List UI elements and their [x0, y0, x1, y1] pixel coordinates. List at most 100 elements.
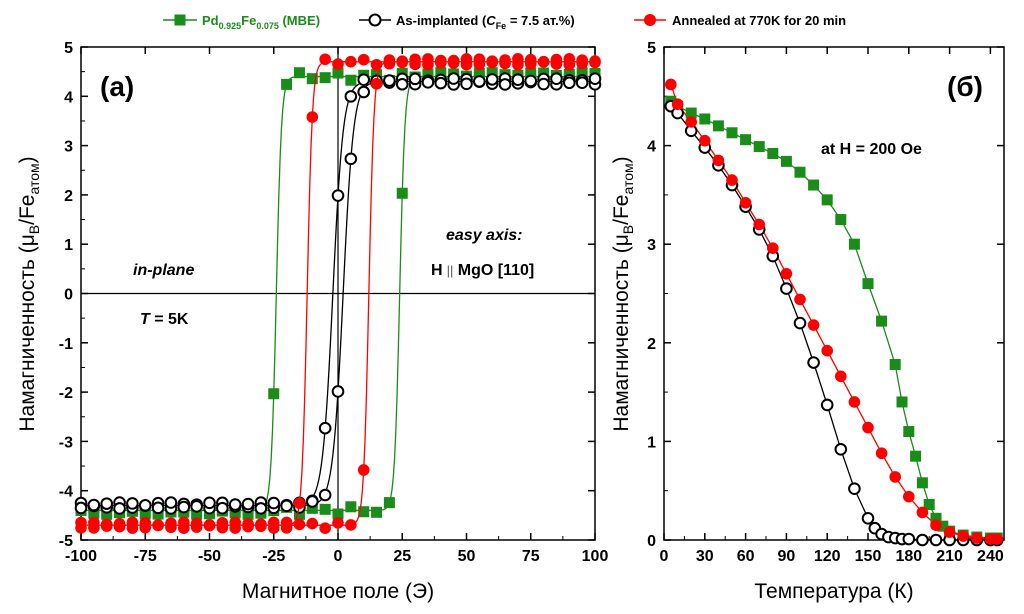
chart-a-point-annealed — [486, 56, 499, 69]
chart-a-point-annealed — [422, 58, 434, 71]
chart-a-point-as-implanted — [511, 73, 525, 86]
chart-b-ytick-label: 2 — [647, 336, 656, 353]
chart-a: -100 -75 -50 -25 0 25 50 75 100-5-4-3-2-1012345 … — [16, 40, 608, 603]
chart-b-point-annealed — [726, 174, 738, 186]
chart-a-point-annealed — [139, 521, 152, 534]
chart-a-xtick-label: 75 — [522, 548, 540, 565]
chart-b-ytick-label: 1 — [647, 434, 656, 451]
chart-a-point-annealed — [280, 522, 293, 534]
chart-a-point-annealed — [512, 53, 524, 65]
chart-a-point-as-implanted — [126, 497, 139, 510]
legend-label-annealed: Annealed at 770K for 20 min — [672, 13, 846, 28]
chart-a-xtick-label: -100 — [65, 548, 97, 565]
chart-a-point-annealed — [293, 497, 306, 510]
chart-b-point-mbe — [916, 477, 928, 489]
chart-a-point-mbe — [345, 74, 357, 86]
chart-b-xtick-label: 60 — [737, 548, 755, 565]
chart-a-ytick-label: 1 — [64, 237, 73, 254]
chart-a-point-annealed — [370, 77, 383, 90]
chart-a-point-mbe — [268, 388, 280, 400]
chart-a-point-annealed — [332, 58, 344, 70]
chart-a-ytick-label: -3 — [59, 434, 73, 451]
chart-b-xtick-label: 240 — [977, 548, 1004, 565]
chart-a-point-annealed — [88, 516, 100, 529]
chart-a-point-mbe — [345, 501, 357, 513]
chart-b-xtick-label: 30 — [696, 548, 714, 565]
chart-a-point-annealed — [100, 520, 113, 532]
chart-a-point-as-implanted — [164, 496, 178, 509]
chart-a-point-mbe — [293, 67, 305, 79]
chart-a-point-annealed — [345, 55, 357, 68]
chart-b-point-mbe — [740, 134, 752, 146]
chart-b-point-annealed — [807, 319, 820, 331]
chart-a-point-as-implanted — [190, 500, 203, 513]
chart-a-point-mbe — [525, 67, 537, 79]
chart-a-point-as-implanted — [357, 73, 371, 86]
chart-a-point-annealed — [332, 517, 344, 529]
chart-a-point-annealed — [306, 517, 319, 530]
chart-a-point-as-implanted — [434, 76, 448, 90]
chart-b-point-mbe — [937, 520, 949, 532]
chart-a-point-as-implanted — [395, 77, 409, 91]
chart-a-ytick-label: -1 — [59, 336, 73, 353]
chart-a-point-annealed — [473, 53, 486, 66]
chart-a-ylabel: Намагниченность (μB/Feатом) — [16, 156, 42, 431]
chart-a-point-as-implanted — [550, 72, 563, 85]
chart-b-point-annealed — [916, 506, 929, 519]
chart-b-point-annealed — [699, 134, 711, 147]
chart-a-point-annealed — [576, 54, 588, 66]
chart-a-point-as-implanted — [318, 488, 332, 502]
chart-a-point-annealed — [447, 54, 460, 67]
chart-a-point-mbe — [371, 506, 383, 518]
chart-a-point-annealed — [75, 522, 87, 534]
chart-a-series — [74, 53, 602, 534]
chart-a-point-mbe — [435, 67, 447, 79]
chart-a-point-mbe — [358, 506, 370, 518]
legend: Pd0.925Fe0.075 (MBE) As-implanted (CFe =… — [163, 13, 846, 31]
chart-b-ticks: 0 30 60 90 120 150 180 210 240 0 1 2 3 4 5 — [647, 40, 1004, 565]
legend-marker-as-implanted — [368, 13, 382, 27]
chart-b-point-mbe — [835, 214, 847, 226]
chart-a-point-as-implanted — [460, 77, 473, 91]
chart-b-xtick-label: 90 — [778, 548, 796, 565]
chart-a-point-annealed — [396, 56, 409, 69]
chart-a-point-annealed — [319, 53, 331, 66]
legend-item-as-implanted: As-implanted (CFe = 7.5 ат.%) — [359, 13, 575, 31]
chart-b-point-as-implanted — [820, 398, 834, 412]
chart-b-point-mbe — [821, 194, 833, 206]
chart-a-point-annealed — [357, 53, 370, 66]
chart-a-xtick-label: -25 — [262, 548, 285, 565]
chart-b-point-mbe — [896, 396, 908, 408]
chart-a-point-mbe — [319, 72, 331, 84]
chart-b-point-annealed — [671, 98, 684, 110]
chart-a-point-annealed — [152, 519, 164, 531]
chart-a-point-as-implanted — [306, 495, 319, 508]
chart-a-point-annealed — [357, 464, 370, 476]
legend-marker-annealed — [644, 14, 656, 26]
chart-a-point-as-implanted — [113, 502, 126, 515]
chart-a-panel-label: (a) — [100, 71, 134, 102]
chart-a-point-annealed — [293, 518, 306, 531]
chart-a-point-annealed — [178, 522, 190, 534]
chart-b-xtick-label: 0 — [660, 548, 669, 565]
chart-a-ticks: -100 -75 -50 -25 0 25 50 75 100 -5 -4 -3 -2 -1 0 1 2 3 4 5 — [59, 40, 609, 565]
chart-a-point-annealed — [524, 58, 537, 70]
chart-b-point-annealed — [903, 490, 915, 503]
chart-a-point-as-implanted — [216, 501, 229, 515]
chart-a-point-as-implanted — [408, 72, 422, 86]
chart-a-point-annealed — [499, 57, 511, 70]
chart-b-point-mbe — [876, 315, 888, 327]
chart-b-point-as-implanted — [780, 282, 793, 295]
chart-b-point-mbe — [794, 166, 806, 178]
chart-b-ytick-label: 5 — [647, 40, 656, 57]
chart-b-point-annealed — [930, 519, 942, 532]
chart-a-point-annealed — [255, 520, 267, 533]
chart-a-xtick-label: 50 — [458, 548, 476, 565]
chart-b-point-annealed — [835, 370, 847, 383]
chart-b-point-mbe — [699, 113, 711, 125]
chart-a-point-annealed — [229, 516, 241, 529]
chart-a-xtick-label: -50 — [198, 548, 221, 565]
chart-a-point-mbe — [191, 508, 203, 520]
chart-a-xtick-label: 100 — [582, 548, 609, 565]
